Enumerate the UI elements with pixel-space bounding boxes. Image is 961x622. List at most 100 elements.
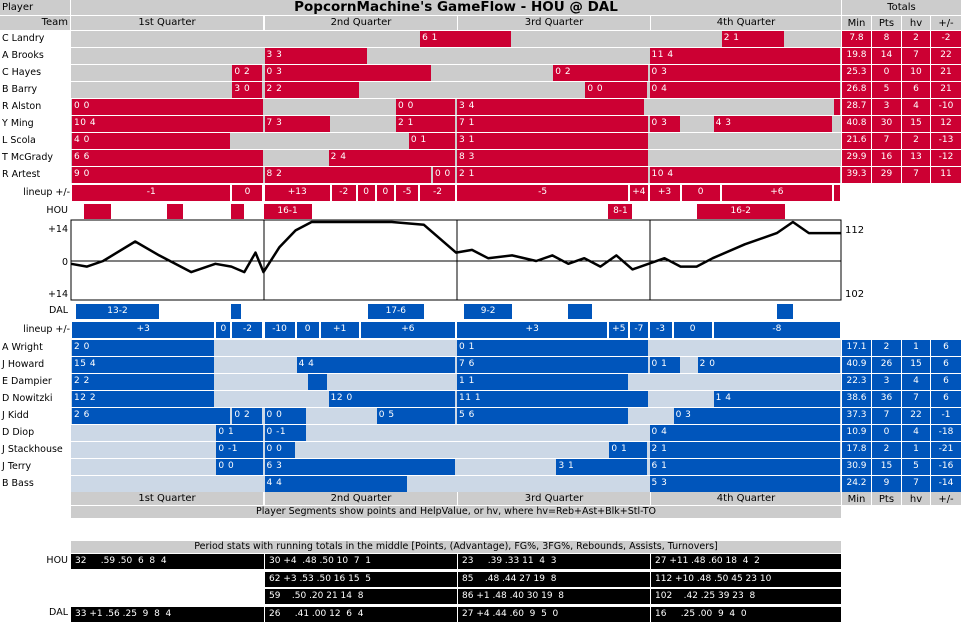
lineup-segment[interactable]: +4 [630, 185, 648, 201]
player-segment[interactable]: 0 2 [232, 408, 263, 424]
player-segment[interactable]: 0 1 [457, 340, 648, 356]
scoring-run[interactable]: 17-6 [367, 304, 424, 319]
lineup-segment[interactable]: -5 [457, 185, 629, 201]
player-segment[interactable]: 6 1 [420, 31, 512, 47]
player-segment[interactable]: 0 4 [649, 425, 840, 441]
scoring-run[interactable] [776, 304, 793, 319]
lineup-segment[interactable]: -7 [630, 322, 648, 338]
player-segment[interactable]: 9 0 [72, 167, 263, 183]
player-segment[interactable]: 4 4 [264, 476, 407, 492]
lineup-segment[interactable]: -2 [420, 185, 455, 201]
lineup-segment[interactable]: -8 [713, 322, 840, 338]
lineup-segment[interactable]: 0 [681, 185, 720, 201]
player-segment[interactable]: 8 3 [457, 150, 648, 166]
lineup-segment[interactable]: -1 [72, 185, 231, 201]
player-segment[interactable]: 6 1 [649, 459, 840, 475]
player-segment[interactable]: 0 3 [649, 116, 680, 132]
player-segment[interactable]: 5 3 [649, 476, 840, 492]
player-segment[interactable]: 5 6 [457, 408, 629, 424]
player-segment[interactable]: 11 1 [457, 391, 648, 407]
player-segment[interactable]: 0 3 [673, 408, 840, 424]
player-segment[interactable]: 0 3 [649, 65, 840, 81]
player-segment[interactable]: 0 1 [649, 357, 680, 373]
player-segment[interactable]: 3 1 [457, 133, 648, 149]
player-segment[interactable]: 2 1 [649, 442, 840, 458]
player-segment[interactable]: 0 1 [408, 133, 455, 149]
lineup-segment[interactable]: -3 [649, 322, 672, 338]
lineup-segment[interactable]: 0 [376, 185, 395, 201]
player-segment[interactable]: 6 6 [72, 150, 263, 166]
player-segment[interactable]: 7 6 [457, 357, 648, 373]
player-segment[interactable]: 2 0 [72, 340, 215, 356]
player-segment[interactable]: 2 6 [72, 408, 231, 424]
scoring-run[interactable] [83, 204, 112, 219]
player-segment[interactable]: 4 3 [713, 116, 832, 132]
player-segment[interactable]: 0 0 [585, 82, 648, 98]
lineup-segment[interactable]: 0 [216, 322, 231, 338]
player-segment[interactable]: 0 0 [396, 99, 455, 115]
lineup-segment[interactable] [833, 185, 840, 201]
lineup-segment[interactable]: +13 [264, 185, 330, 201]
scoring-run[interactable]: 16-2 [696, 204, 785, 219]
scoring-run[interactable]: 16-1 [263, 204, 312, 219]
player-segment[interactable]: 0 0 [264, 408, 306, 424]
lineup-segment[interactable]: -2 [232, 322, 263, 338]
player-segment[interactable]: 10 4 [72, 116, 263, 132]
lineup-segment[interactable]: -5 [396, 185, 419, 201]
player-segment[interactable]: 0 5 [376, 408, 455, 424]
player-segment[interactable]: 3 4 [457, 99, 645, 115]
lineup-segment[interactable]: -10 [264, 322, 295, 338]
player-segment[interactable]: 0 4 [649, 82, 840, 98]
player-segment[interactable]: 2 0 [697, 357, 840, 373]
player-segment[interactable]: 2 1 [396, 116, 455, 132]
player-segment[interactable]: 4 4 [296, 357, 455, 373]
player-segment[interactable]: 0 2 [232, 65, 263, 81]
player-segment[interactable]: 2 2 [264, 82, 359, 98]
player-segment[interactable]: 6 3 [264, 459, 455, 475]
player-segment[interactable]: 3 3 [264, 48, 367, 64]
player-segment[interactable]: 0 -1 [264, 425, 306, 441]
player-segment[interactable]: 10 4 [649, 167, 840, 183]
lineup-segment[interactable]: +3 [457, 322, 608, 338]
player-segment[interactable]: 12 2 [72, 391, 215, 407]
player-segment[interactable]: 0 2 [553, 65, 648, 81]
player-segment[interactable]: 2 1 [457, 167, 648, 183]
player-segment[interactable]: 0 0 [216, 459, 263, 475]
player-segment[interactable]: 0 0 [72, 99, 263, 115]
lineup-segment[interactable]: +1 [320, 322, 359, 338]
player-segment[interactable]: 1 4 [713, 391, 840, 407]
player-segment[interactable]: 2 1 [721, 31, 784, 47]
player-segment[interactable]: 12 0 [328, 391, 455, 407]
scoring-run[interactable] [167, 204, 184, 219]
scoring-run[interactable] [231, 204, 245, 219]
scoring-run[interactable]: 13-2 [75, 304, 160, 319]
player-segment[interactable]: 0 -1 [216, 442, 263, 458]
lineup-segment[interactable]: 0 [232, 185, 263, 201]
lineup-segment[interactable]: 0 [296, 322, 319, 338]
player-segment[interactable]: 0 3 [264, 65, 431, 81]
player-segment[interactable]: 2 4 [328, 150, 455, 166]
player-segment[interactable]: 3 0 [232, 82, 263, 98]
player-segment[interactable]: 15 4 [72, 357, 215, 373]
player-segment[interactable]: 8 2 [264, 167, 431, 183]
player-segment[interactable]: 0 1 [609, 442, 648, 458]
lineup-segment[interactable]: +5 [609, 322, 629, 338]
player-segment[interactable]: 2 2 [72, 374, 215, 390]
lineup-segment[interactable]: 0 [357, 185, 375, 201]
player-segment[interactable]: 7 3 [264, 116, 330, 132]
lineup-segment[interactable]: +3 [72, 322, 215, 338]
scoring-run[interactable]: 9-2 [464, 304, 513, 319]
lineup-segment[interactable]: +6 [360, 322, 455, 338]
player-segment[interactable]: 4 0 [72, 133, 231, 149]
scoring-run[interactable]: 8-1 [608, 204, 633, 219]
player-segment[interactable]: 7 1 [457, 116, 648, 132]
lineup-segment[interactable]: +3 [649, 185, 680, 201]
lineup-segment[interactable]: -2 [331, 185, 356, 201]
lineup-segment[interactable]: +6 [721, 185, 832, 201]
player-segment[interactable]: 11 4 [649, 48, 840, 64]
lineup-segment[interactable]: 0 [673, 322, 712, 338]
player-segment[interactable]: 3 1 [556, 459, 648, 475]
scoring-run[interactable] [568, 304, 593, 319]
player-segment[interactable]: 0 0 [432, 167, 455, 183]
player-segment[interactable]: 0 0 [264, 442, 295, 458]
